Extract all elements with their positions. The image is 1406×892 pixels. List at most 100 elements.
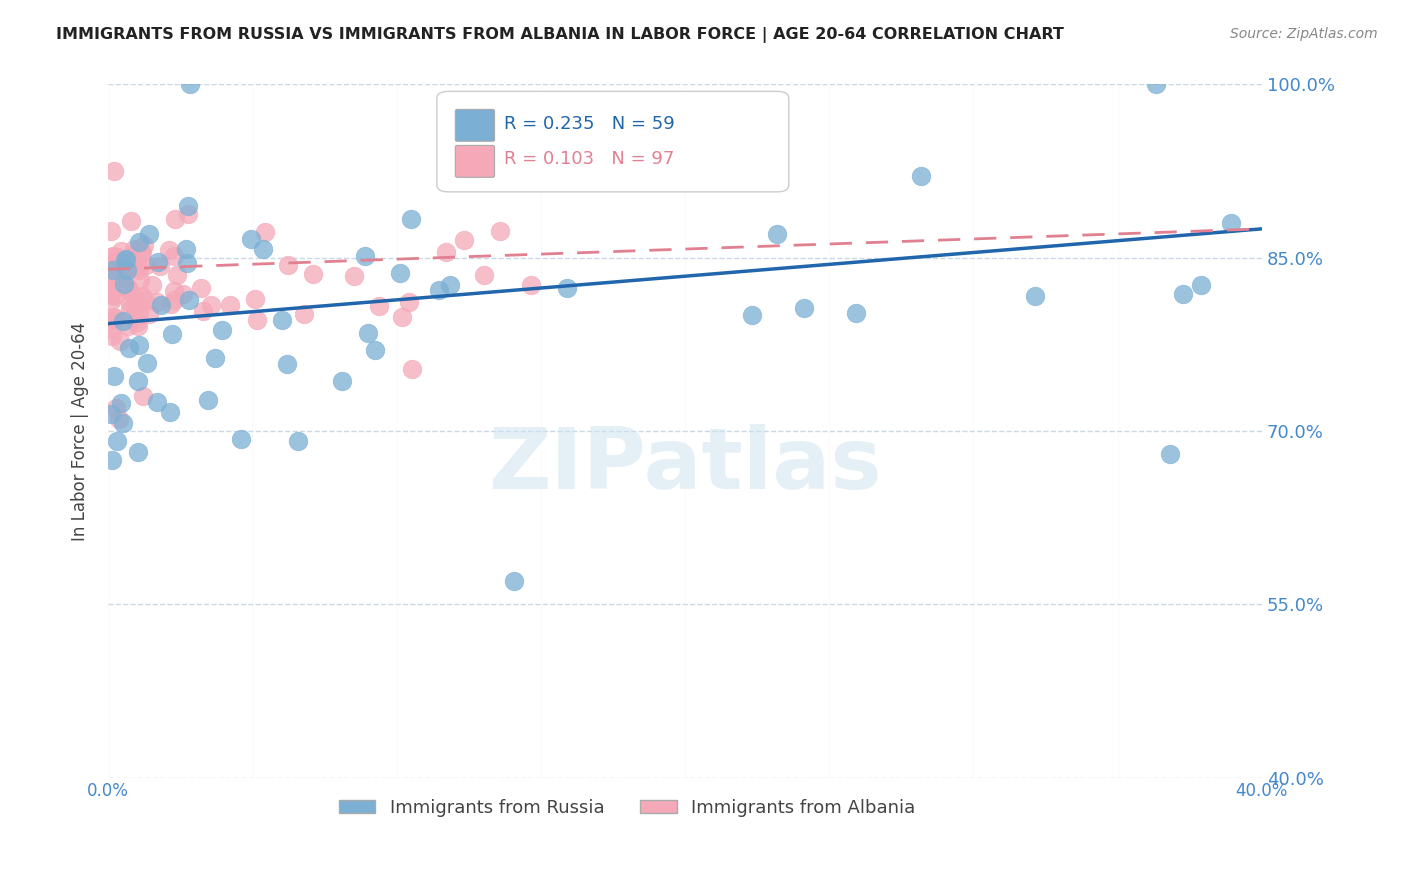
Immigrants from Albania (100, 251, 122, 265)
Immigrants from Russia (159, 405, 181, 419)
Immigrants from Albania (219, 298, 242, 312)
Immigrants from Albania (117, 281, 139, 295)
Immigrants from Russia (162, 327, 184, 342)
Immigrants from Russia (240, 232, 263, 246)
Immigrants from Albania (163, 211, 186, 226)
Immigrants from Albania (100, 277, 122, 292)
Immigrants from Russia (100, 407, 122, 421)
Immigrants from Albania (100, 294, 122, 309)
Immigrants from Albania (100, 259, 122, 273)
Immigrants from Russia (555, 281, 578, 295)
Immigrants from Albania (172, 287, 194, 301)
Immigrants from Albania (103, 164, 125, 178)
Immigrants from Russia (357, 326, 380, 340)
Immigrants from Russia (388, 266, 411, 280)
Immigrants from Russia (439, 277, 461, 292)
Immigrants from Albania (135, 258, 157, 272)
Immigrants from Russia (741, 309, 763, 323)
Immigrants from Albania (128, 263, 150, 277)
Immigrants from Albania (118, 283, 141, 297)
Immigrants from Albania (138, 308, 160, 322)
Immigrants from Albania (124, 288, 146, 302)
Immigrants from Russia (148, 254, 170, 268)
Immigrants from Albania (104, 253, 127, 268)
Immigrants from Albania (367, 299, 389, 313)
Immigrants from Russia (127, 445, 149, 459)
Immigrants from Albania (243, 293, 266, 307)
Immigrants from Albania (302, 267, 325, 281)
Immigrants from Russia (399, 212, 422, 227)
Immigrants from Albania (128, 306, 150, 320)
Immigrants from Russia (176, 199, 198, 213)
Immigrants from Russia (1024, 288, 1046, 302)
Immigrants from Albania (120, 301, 142, 316)
Immigrants from Russia (103, 368, 125, 383)
FancyBboxPatch shape (437, 91, 789, 192)
Immigrants from Albania (122, 242, 145, 256)
Immigrants from Albania (162, 249, 184, 263)
Immigrants from Russia (112, 277, 135, 292)
Immigrants from Albania (391, 310, 413, 324)
Immigrants from Albania (176, 207, 198, 221)
Text: IMMIGRANTS FROM RUSSIA VS IMMIGRANTS FROM ALBANIA IN LABOR FORCE | AGE 20-64 COR: IMMIGRANTS FROM RUSSIA VS IMMIGRANTS FRO… (56, 27, 1064, 43)
Immigrants from Russia (229, 432, 252, 446)
FancyBboxPatch shape (456, 145, 495, 178)
Immigrants from Albania (127, 297, 149, 311)
Immigrants from Albania (120, 255, 142, 269)
Legend: Immigrants from Russia, Immigrants from Albania: Immigrants from Russia, Immigrants from … (332, 791, 922, 824)
Immigrants from Albania (110, 257, 132, 271)
Immigrants from Albania (104, 265, 127, 279)
Immigrants from Albania (107, 254, 129, 268)
Immigrants from Albania (104, 270, 127, 285)
Immigrants from Russia (176, 256, 198, 270)
Immigrants from Albania (401, 361, 423, 376)
Immigrants from Russia (110, 396, 132, 410)
Immigrants from Albania (141, 277, 163, 292)
Immigrants from Russia (252, 243, 274, 257)
Immigrants from Russia (204, 351, 226, 365)
Immigrants from Albania (118, 296, 141, 310)
Immigrants from Albania (120, 213, 142, 227)
Immigrants from Albania (117, 264, 139, 278)
Immigrants from Albania (131, 244, 153, 259)
Immigrants from Albania (132, 389, 155, 403)
Immigrants from Albania (131, 288, 153, 302)
Immigrants from Russia (502, 574, 524, 589)
Immigrants from Russia (114, 252, 136, 267)
Immigrants from Russia (845, 306, 868, 320)
Immigrants from Albania (166, 268, 188, 282)
Immigrants from Russia (197, 393, 219, 408)
Immigrants from Albania (129, 273, 152, 287)
Immigrants from Albania (105, 273, 128, 287)
Immigrants from Albania (127, 318, 149, 333)
Immigrants from Albania (292, 307, 315, 321)
Immigrants from Albania (246, 313, 269, 327)
Immigrants from Russia (1144, 78, 1167, 92)
Immigrants from Albania (100, 224, 122, 238)
Immigrants from Albania (125, 244, 148, 259)
Immigrants from Albania (101, 329, 124, 343)
Immigrants from Albania (519, 278, 541, 293)
Immigrants from Albania (157, 243, 180, 257)
Immigrants from Albania (108, 255, 131, 269)
Immigrants from Albania (343, 269, 366, 284)
Immigrants from Albania (110, 269, 132, 284)
Immigrants from Russia (128, 235, 150, 249)
Immigrants from Albania (104, 268, 127, 283)
Immigrants from Russia (364, 343, 387, 357)
Text: R = 0.235   N = 59: R = 0.235 N = 59 (503, 115, 675, 133)
Y-axis label: In Labor Force | Age 20-64: In Labor Force | Age 20-64 (72, 321, 89, 541)
Immigrants from Albania (149, 260, 172, 274)
Immigrants from Russia (101, 262, 124, 277)
Immigrants from Russia (271, 312, 294, 326)
Immigrants from Albania (190, 280, 212, 294)
Immigrants from Albania (129, 247, 152, 261)
Immigrants from Russia (149, 298, 172, 312)
Immigrants from Albania (105, 401, 128, 415)
Immigrants from Albania (434, 245, 457, 260)
Immigrants from Russia (179, 78, 201, 92)
Immigrants from Russia (111, 416, 134, 430)
Immigrants from Albania (163, 284, 186, 298)
Immigrants from Russia (105, 434, 128, 448)
Immigrants from Russia (910, 169, 932, 184)
